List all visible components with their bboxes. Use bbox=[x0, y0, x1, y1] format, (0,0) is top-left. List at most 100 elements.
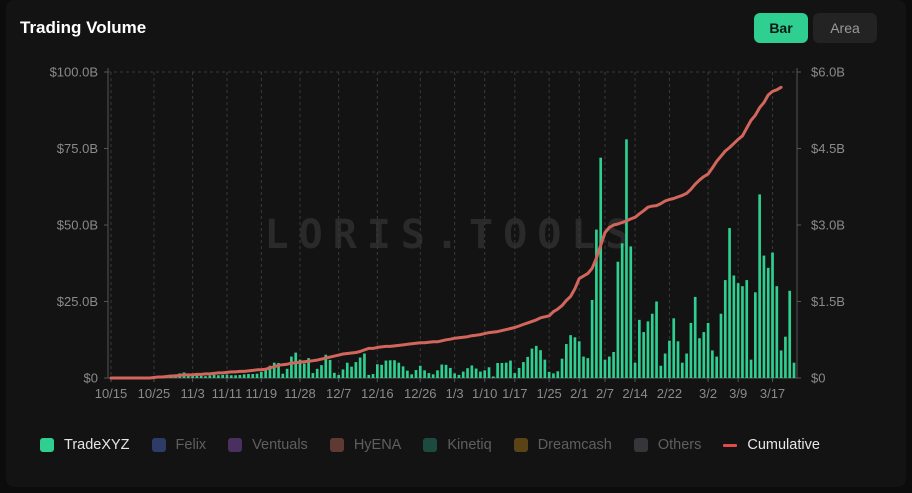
bar-87 bbox=[483, 370, 487, 378]
legend-swatch-icon bbox=[228, 438, 243, 452]
y-left-tick-label-2: $50.0B bbox=[57, 218, 98, 233]
legend-item-tradexyz[interactable]: TradeXYZ bbox=[40, 437, 130, 453]
bar-60 bbox=[367, 374, 371, 378]
bar-28 bbox=[229, 375, 233, 378]
bar-78 bbox=[444, 364, 448, 378]
bar-58 bbox=[358, 357, 362, 378]
legend-label: Kinetiq bbox=[447, 437, 492, 453]
bar-110 bbox=[582, 356, 585, 378]
bar-129 bbox=[663, 353, 667, 378]
x-tick-label-3: 11/11 bbox=[212, 386, 243, 401]
legend-item-kinetiq[interactable]: Kinetiq bbox=[423, 437, 492, 453]
bar-88 bbox=[487, 367, 491, 378]
y-right-tick-label-3: $4.5B bbox=[811, 141, 845, 156]
legend-item-felix[interactable]: Felix bbox=[151, 437, 206, 453]
bar-124 bbox=[642, 332, 645, 378]
bar-92 bbox=[504, 362, 508, 378]
bar-72 bbox=[418, 365, 422, 378]
y-left-tick-label-0: $0 bbox=[84, 371, 98, 386]
y-right-tick-label-1: $1.5B bbox=[811, 294, 845, 309]
bar-140 bbox=[711, 350, 714, 378]
x-tick-label-11: 1/17 bbox=[502, 386, 527, 401]
watermark-text: LORIS.TOOLS bbox=[265, 212, 640, 258]
x-tick-label-13: 2/1 bbox=[570, 386, 588, 401]
bar-108 bbox=[573, 337, 577, 378]
bar-109 bbox=[577, 341, 581, 378]
legend-item-others[interactable]: Others bbox=[633, 437, 702, 453]
legend-swatch-icon bbox=[513, 438, 528, 452]
cumulative-line bbox=[109, 85, 783, 380]
bar-152 bbox=[762, 255, 766, 378]
legend-item-hyena[interactable]: HyENA bbox=[329, 437, 402, 453]
bar-41 bbox=[285, 368, 289, 378]
x-tick-label-4: 11/19 bbox=[246, 386, 278, 401]
x-tick-label-10: 1/10 bbox=[472, 386, 497, 401]
legend-item-ventuals[interactable]: Ventuals bbox=[228, 437, 308, 453]
bar-151 bbox=[758, 194, 761, 378]
x-tick-label-6: 12/7 bbox=[326, 386, 351, 401]
bar-42 bbox=[290, 356, 293, 378]
bar-40 bbox=[281, 373, 285, 378]
bar-95 bbox=[517, 367, 521, 378]
bar-145 bbox=[732, 275, 736, 378]
x-tick-label-9: 1/3 bbox=[446, 386, 464, 401]
bar-83 bbox=[466, 368, 469, 378]
bar-36 bbox=[264, 368, 267, 378]
bar-68 bbox=[401, 366, 405, 378]
bar-73 bbox=[423, 370, 426, 378]
bar-91 bbox=[500, 363, 504, 378]
bar-toggle-button[interactable]: Bar bbox=[754, 13, 808, 43]
bar-90 bbox=[496, 363, 499, 378]
bar-121 bbox=[629, 246, 633, 378]
trading-volume-card bbox=[6, 0, 906, 487]
bar-23 bbox=[208, 375, 212, 378]
bar-156 bbox=[779, 350, 783, 378]
legend-label: Dreamcash bbox=[537, 437, 612, 453]
bar-100 bbox=[539, 350, 542, 378]
bar-107 bbox=[569, 335, 572, 378]
y-left-tick-label-3: $75.0B bbox=[57, 141, 98, 156]
bar-131 bbox=[672, 318, 676, 378]
bar-111 bbox=[586, 358, 590, 378]
y-right-tick-label-0: $0 bbox=[811, 371, 825, 386]
bar-49 bbox=[320, 365, 323, 378]
bar-79 bbox=[449, 367, 452, 378]
bar-101 bbox=[543, 359, 547, 378]
bar-69 bbox=[406, 370, 409, 378]
legend-label: Others bbox=[657, 437, 702, 453]
bar-61 bbox=[371, 374, 375, 378]
bar-136 bbox=[693, 296, 697, 378]
bar-46 bbox=[307, 358, 310, 378]
bar-143 bbox=[723, 280, 727, 378]
bar-86 bbox=[479, 371, 482, 378]
bar-19 bbox=[191, 375, 194, 378]
bar-117 bbox=[612, 351, 615, 378]
legend-label: HyENA bbox=[353, 437, 402, 453]
bar-22 bbox=[204, 376, 207, 378]
area-toggle-button[interactable]: Area bbox=[813, 13, 877, 43]
chart-legend: TradeXYZ Felix Ventuals HyENA Kinetiq Dreamca… bbox=[40, 437, 842, 453]
bar-62 bbox=[375, 364, 379, 378]
x-tick-label-2: 11/3 bbox=[180, 386, 204, 401]
bar-118 bbox=[616, 261, 620, 378]
legend-item-dreamcash[interactable]: Dreamcash bbox=[513, 437, 612, 453]
legend-item-cumulative[interactable]: Cumulative bbox=[723, 437, 820, 453]
bar-123 bbox=[638, 319, 641, 378]
bar-29 bbox=[234, 375, 237, 378]
bar-34 bbox=[255, 373, 259, 378]
bar-48 bbox=[315, 368, 319, 378]
bar-64 bbox=[384, 360, 388, 378]
bar-150 bbox=[754, 292, 757, 378]
legend-swatch-icon bbox=[329, 438, 344, 452]
x-tick-label-8: 12/26 bbox=[404, 386, 437, 401]
bar-81 bbox=[457, 374, 461, 378]
bar-125 bbox=[646, 321, 650, 378]
bar-126 bbox=[650, 313, 654, 378]
bar-114 bbox=[599, 157, 603, 378]
bar-67 bbox=[397, 362, 401, 378]
chart-title: Trading Volume bbox=[20, 18, 147, 37]
bar-44 bbox=[298, 359, 302, 378]
x-tick-label-5: 11/28 bbox=[284, 386, 316, 401]
bar-33 bbox=[251, 374, 255, 378]
x-tick-label-15: 2/14 bbox=[622, 386, 647, 401]
